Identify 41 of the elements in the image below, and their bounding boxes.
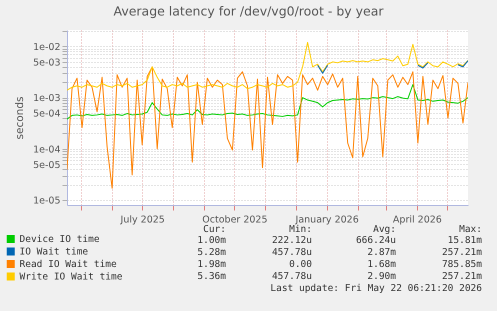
x-tick-label: January 2026 [294, 214, 359, 226]
text: Last update: Fri May 22 06:21:20 2026 [270, 283, 482, 294]
y-axis-title: seconds [14, 96, 26, 140]
text: 15.81m [448, 235, 482, 246]
text: 1.98m [197, 259, 226, 270]
text: Max: [459, 224, 482, 235]
text: Avg: [373, 224, 396, 235]
text: 457.78u [272, 247, 312, 258]
chart-title: Average latency for /dev/vg0/root - by year [113, 4, 384, 19]
text: 785.85m [442, 259, 482, 270]
y-tick-label: 5e-04 [33, 108, 60, 120]
x-tick-label: July 2025 [120, 214, 165, 226]
text: 5.28m [197, 247, 226, 258]
text: 666.24u [356, 235, 396, 246]
y-tick-label: 1e-05 [33, 196, 60, 207]
text: 0.00 [289, 259, 312, 270]
text: 457.78u [272, 271, 312, 282]
legend-label: IO Wait time [20, 246, 88, 258]
legend-label: Device IO time [20, 234, 100, 245]
line-series [67, 66, 468, 189]
line-series [67, 42, 468, 91]
text: 5.36m [197, 271, 226, 282]
text: 257.21m [442, 247, 482, 258]
y-tick-label: 1e-02 [33, 42, 60, 53]
y-tick-label: 1e-03 [33, 93, 60, 104]
text: 257.21m [442, 271, 482, 282]
text: Min: [289, 224, 312, 235]
y-tick-label: 1e-04 [33, 144, 60, 156]
line-series [67, 84, 468, 120]
y-tick-label: 5e-03 [33, 57, 60, 68]
text: 2.90m [367, 271, 396, 282]
y-tick-label: 5e-05 [33, 160, 60, 171]
text: 2.87m [367, 247, 396, 258]
x-tick-label: October 2025 [202, 214, 268, 226]
text: 1.68m [367, 259, 396, 270]
legend-label: Read IO Wait time [20, 259, 118, 270]
legend-label: Write IO Wait time [20, 272, 123, 282]
x-tick-label: April 2026 [392, 214, 442, 226]
text: 1.00m [197, 235, 226, 246]
text: 222.12u [272, 235, 312, 246]
text: Cur: [203, 224, 226, 235]
